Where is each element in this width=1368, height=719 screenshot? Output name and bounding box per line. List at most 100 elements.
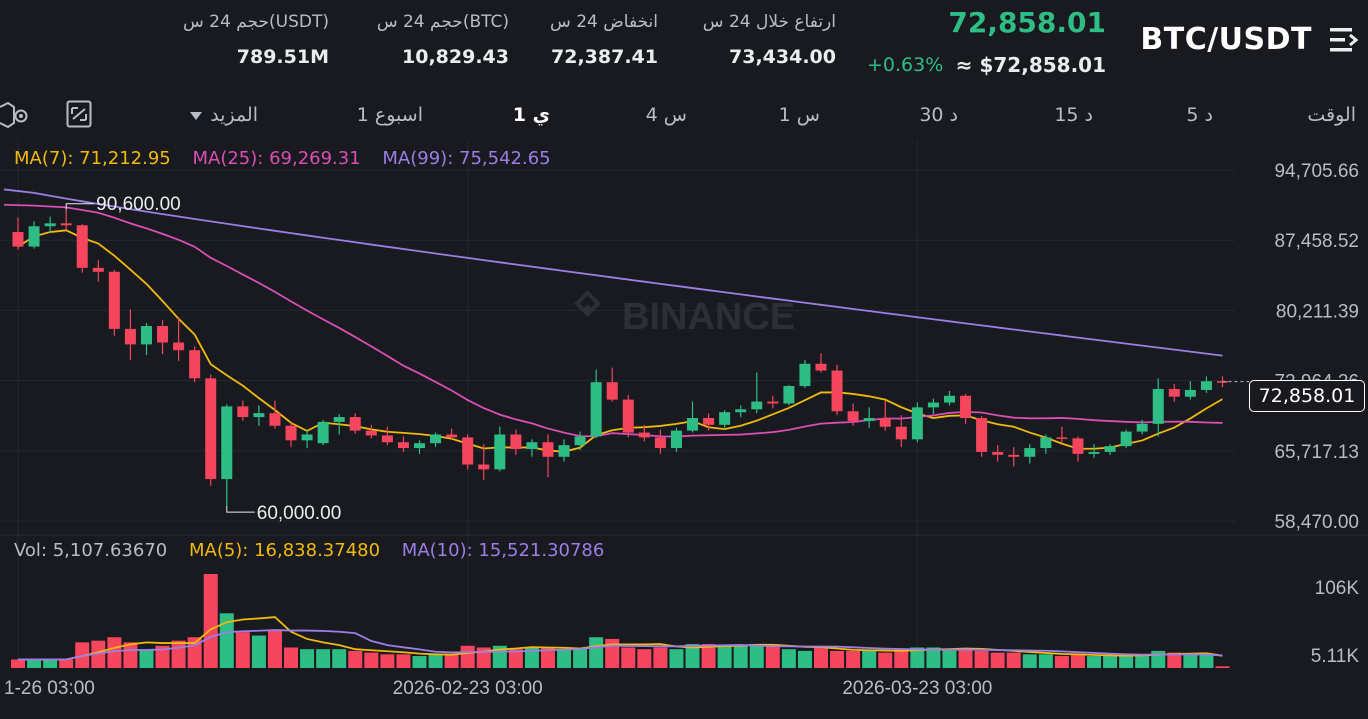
- interval-1h[interactable]: 1 س: [778, 104, 820, 126]
- interval-15m[interactable]: 15 د: [1054, 104, 1093, 126]
- candle: [253, 405, 265, 426]
- ma99-line: [3, 188, 1223, 357]
- volume-bar: [27, 659, 42, 668]
- candle-body: [815, 363, 827, 371]
- candle-body: [943, 395, 955, 403]
- low-marker-line: [226, 506, 255, 513]
- volume-bar: [396, 654, 411, 668]
- candle: [365, 424, 377, 439]
- candle: [494, 426, 506, 472]
- stat-label: حجم 24 س(BTC): [376, 12, 509, 32]
- candle-body: [189, 350, 201, 379]
- volume-legend: Vol: 5,107.63670 MA(5): 16,838.37480 MA(…: [14, 540, 620, 561]
- volume-bar: [589, 637, 604, 668]
- candle-body: [44, 223, 56, 227]
- candle: [590, 369, 602, 439]
- candle: [976, 416, 988, 457]
- volume-bars: [11, 574, 1230, 668]
- candle: [526, 439, 538, 457]
- volume-bar: [380, 654, 395, 668]
- ma25-value: MA(25): 69,269.31: [192, 148, 361, 169]
- candle: [1024, 444, 1036, 464]
- interval-1w[interactable]: 1 اسبوع: [356, 104, 423, 126]
- interval-4h[interactable]: 4 س: [645, 104, 687, 126]
- interval-time-label: الوقت: [1307, 104, 1356, 126]
- volume-bar: [797, 650, 812, 668]
- interval-more-dropdown[interactable]: المزيد: [190, 104, 258, 126]
- volume-bar: [284, 647, 299, 668]
- volume-ma5-line: [18, 616, 1223, 661]
- candle: [446, 428, 458, 440]
- volume-bar: [878, 652, 893, 668]
- volume-ma-lines: [18, 616, 1223, 661]
- candle: [462, 434, 474, 470]
- candle-body: [1024, 448, 1036, 457]
- candle-body: [1200, 381, 1212, 390]
- volume-bar: [621, 647, 636, 668]
- candle: [799, 359, 811, 389]
- ma7-line: [17, 229, 1223, 453]
- volume-bar: [1103, 656, 1118, 668]
- candle: [221, 404, 233, 507]
- candle-body: [494, 434, 506, 470]
- indicator-settings-icon[interactable]: [66, 100, 92, 128]
- volume-bar: [990, 652, 1005, 668]
- candle: [767, 395, 779, 409]
- menu-icon[interactable]: [1328, 26, 1360, 54]
- volume-bar: [187, 637, 202, 668]
- candle-body: [12, 232, 24, 247]
- trading-pair-title[interactable]: BTC/USDT: [1140, 22, 1312, 57]
- candle-body: [124, 328, 136, 345]
- candle: [960, 393, 972, 424]
- interval-1d[interactable]: 1 ي: [512, 104, 550, 126]
- volume-bar: [1199, 654, 1214, 668]
- volume-axis-label: 5.11K: [1311, 646, 1360, 667]
- candle-body: [1168, 388, 1180, 397]
- candle-body: [285, 425, 297, 441]
- volume-bar: [59, 659, 74, 668]
- candle-body: [879, 418, 891, 427]
- price-axis-label: 87,458.52: [1274, 231, 1359, 252]
- interval-5m[interactable]: 5 د: [1186, 104, 1213, 126]
- candle: [157, 320, 169, 355]
- interval-bar: الوقت 5 د 15 د 30 د 1 س 4 س 1 ي 1 اسبوع …: [0, 92, 1368, 140]
- candle-body: [205, 378, 217, 480]
- candle: [285, 422, 297, 448]
- candle: [1056, 426, 1068, 443]
- candle-body: [1104, 446, 1116, 452]
- time-axis: 1-26 03:00 2026-02-23 03:00 2026-03-23 03:…: [4, 678, 992, 699]
- volume-bar: [1006, 652, 1021, 668]
- candle: [140, 323, 152, 356]
- interval-30m[interactable]: 30 د: [919, 104, 958, 126]
- volume-bar: [219, 613, 234, 668]
- chart-settings-icon[interactable]: [0, 100, 30, 128]
- candle: [173, 317, 185, 361]
- price-chart[interactable]: BINANCE 94,705.6687,458.5280,211.3972,96…: [0, 140, 1368, 719]
- stat-label: حجم 24 س(USDT): [183, 12, 329, 32]
- candle-body: [446, 434, 458, 438]
- last-price-tag: 72,858.01: [1249, 380, 1365, 412]
- volume-ma10-line: [18, 629, 1223, 661]
- volume-bar: [1135, 654, 1150, 668]
- candle-body: [414, 443, 425, 449]
- ticker-header: BTC/USDT 72,858.01 ≈ $72,858.01 +0.63% ا…: [0, 0, 1368, 92]
- candle-body: [1088, 451, 1100, 454]
- volume-bar: [701, 644, 716, 668]
- low-annotation: 60,000.00: [257, 503, 342, 524]
- candle-body: [333, 417, 345, 422]
- volume-bar: [1054, 656, 1069, 668]
- candle-body: [1120, 431, 1132, 447]
- candle-body: [719, 412, 731, 425]
- volume-ma5-value: MA(5): 16,838.37480: [188, 540, 381, 561]
- volume-bar: [573, 649, 588, 668]
- candle-body: [638, 432, 650, 438]
- ma-legend: MA(7): 71,212.95 MA(25): 69,269.31 MA(99…: [14, 148, 567, 169]
- price-axis-label: 94,705.66: [1274, 161, 1359, 182]
- candle-body: [847, 411, 859, 421]
- candle: [783, 385, 795, 406]
- candle-body: [462, 437, 474, 465]
- candle: [1200, 376, 1212, 393]
- candle-body: [140, 326, 152, 345]
- volume-axis-label: 106K: [1315, 578, 1360, 599]
- candle-body: [911, 407, 923, 440]
